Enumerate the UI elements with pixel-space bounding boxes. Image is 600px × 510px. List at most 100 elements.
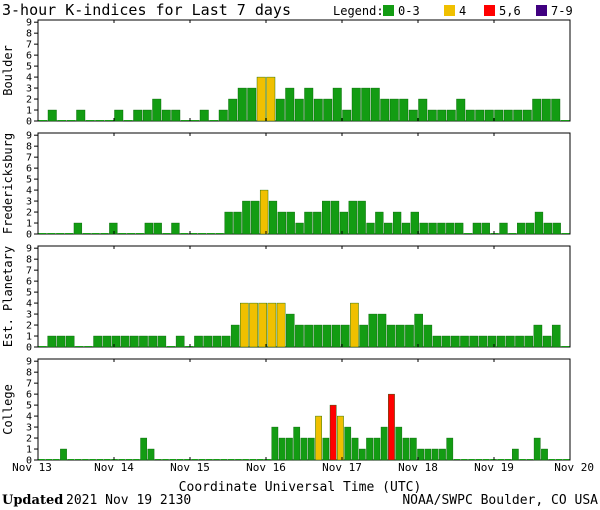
y-tick-label: 5 [26, 288, 32, 299]
k-index-bar [357, 200, 366, 235]
k-index-bar [408, 109, 418, 122]
k-index-bar [446, 109, 456, 122]
k-index-bar [124, 120, 133, 121]
k-index-bar [171, 222, 180, 235]
k-index-bar [446, 222, 455, 235]
k-index-bar [351, 87, 361, 122]
updated-label: Updated [2, 493, 63, 508]
k-index-bar [395, 426, 403, 461]
y-tick-label: 6 [26, 390, 32, 401]
y-tick-label: 8 [26, 255, 32, 266]
k-index-bar [490, 459, 497, 460]
panel-frame [37, 245, 571, 348]
k-index-bar [89, 459, 96, 460]
k-index-bar [511, 448, 519, 461]
y-tick-label: 5 [26, 62, 32, 73]
k-index-bar [111, 335, 121, 348]
k-index-bar [118, 459, 125, 460]
y-axis-label: Boulder [1, 45, 15, 96]
k-index-bar [526, 459, 534, 460]
y-tick-label: 1 [26, 445, 32, 456]
x-tick-label: Nov 18 [398, 461, 438, 474]
y-tick-label: 2 [26, 434, 32, 445]
k-index-bar [331, 324, 341, 348]
k-index-bar [175, 335, 185, 348]
y-tick-label: 6 [26, 51, 32, 62]
k-index-bar [266, 76, 276, 122]
k-index-bar [96, 459, 104, 460]
k-index-bar [230, 324, 240, 348]
k-index-bar [532, 98, 542, 122]
k-index-bar [563, 459, 570, 460]
k-index-bar [285, 87, 295, 122]
x-axis-ticks: Nov 13 Nov 14 Nov 15 Nov 16 Nov 17 Nov 18 Nov … [12, 461, 594, 474]
k-index-bar [267, 302, 277, 348]
k-index-bar [506, 335, 515, 348]
y-tick-label: 2 [26, 321, 32, 332]
k-index-bar [384, 222, 393, 235]
k-index-bar [469, 335, 478, 348]
k-index-bar [75, 346, 84, 347]
k-index-bar [242, 459, 249, 460]
panel-frame [37, 19, 571, 122]
k-index-bar [198, 233, 206, 234]
k-index-bar [144, 222, 153, 235]
k-index-bar [67, 459, 74, 460]
k-index-bar [373, 437, 381, 461]
k-index-bar [315, 415, 322, 461]
k-index-bar [423, 324, 433, 348]
k-index-bar [218, 109, 228, 122]
legend-item-label: 7-9 [551, 4, 573, 18]
k-index-bar [337, 415, 344, 461]
k-index-bar [533, 437, 541, 461]
k-index-bar [366, 222, 375, 235]
k-index-bar [215, 233, 224, 234]
k-index-bar [481, 222, 490, 235]
k-index-bar [313, 324, 323, 348]
y-tick-label: 9 [26, 131, 32, 142]
k-index-bar [475, 459, 483, 460]
k-index-bar [82, 233, 91, 234]
y-tick-label: 8 [26, 142, 32, 153]
y-tick-label: 0 [26, 230, 32, 241]
y-tick-label: 0 [26, 456, 32, 467]
k-index-bar [65, 233, 73, 234]
k-index-bar [503, 109, 513, 122]
y-axis-label: Est. Planetary [1, 246, 15, 347]
k-index-bar [67, 120, 76, 121]
k-index-bar [199, 109, 209, 122]
k-index-bar [277, 211, 286, 235]
k-index-bar [513, 109, 523, 122]
k-index-bar [169, 459, 176, 460]
k-index-bar [264, 459, 271, 460]
x-tick-label: Nov 14 [94, 461, 134, 474]
k-index-bar [105, 120, 114, 121]
k-index-bar [120, 335, 130, 348]
k-index-bar [206, 459, 213, 460]
k-index-bar [534, 211, 544, 235]
updated-timestamp: 2021 Nov 19 2130 [66, 493, 191, 508]
k-index-bar [84, 346, 93, 347]
k-index-bar [517, 222, 526, 235]
k-index-bar [344, 426, 352, 461]
k-index-bar [220, 459, 227, 460]
k-index-bar [405, 324, 414, 348]
k-index-bar [293, 426, 301, 461]
k-index-bar [496, 335, 506, 348]
k-index-bar [541, 448, 548, 461]
k-index-bar [504, 459, 512, 460]
y-tick-label: 4 [26, 73, 32, 84]
y-tick-label: 3 [26, 310, 32, 321]
k-index-bar [176, 459, 184, 460]
k-index-bar [209, 120, 218, 121]
k-index-bar [368, 313, 378, 348]
k-index-bar [242, 200, 251, 235]
k-index-bar [53, 459, 60, 460]
panel-frame [37, 132, 571, 235]
k-index-bar [74, 459, 82, 460]
k-index-bar [286, 437, 293, 461]
legend-swatch [444, 5, 455, 16]
k-index-bar [38, 120, 47, 121]
k-index-bar [190, 120, 199, 121]
